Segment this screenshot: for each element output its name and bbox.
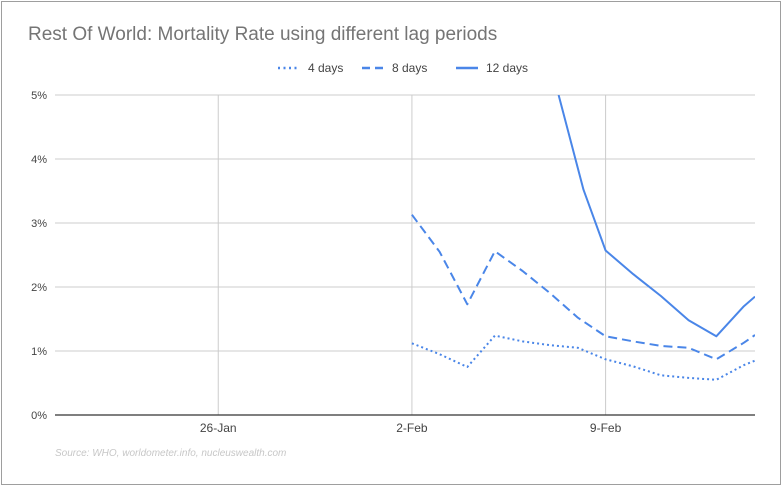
- chart-title: Rest Of World: Mortality Rate using diff…: [28, 24, 498, 45]
- series-line-8-days: [411, 214, 755, 361]
- x-tick-label: 9-Feb: [590, 421, 622, 435]
- x-tick-label: 26-Jan: [200, 421, 237, 435]
- y-tick-label: 0%: [31, 410, 47, 422]
- x-tick-label: 2-Feb: [396, 421, 428, 435]
- y-tick-label: 3%: [31, 218, 47, 230]
- series-line-12-days: [557, 95, 755, 338]
- legend-label-4-days: 4 days: [308, 61, 343, 75]
- chart-source-note: Source: WHO, worldometer.info, nucleuswe…: [55, 448, 287, 459]
- series-line-4-days: [411, 334, 755, 381]
- y-tick-label: 1%: [31, 346, 47, 358]
- legend-label-8-days: 8 days: [392, 61, 427, 75]
- y-tick-label: 2%: [31, 282, 47, 294]
- y-tick-label: 4%: [31, 154, 47, 166]
- legend-label-12-days: 12 days: [486, 61, 528, 75]
- y-tick-label: 5%: [31, 90, 47, 102]
